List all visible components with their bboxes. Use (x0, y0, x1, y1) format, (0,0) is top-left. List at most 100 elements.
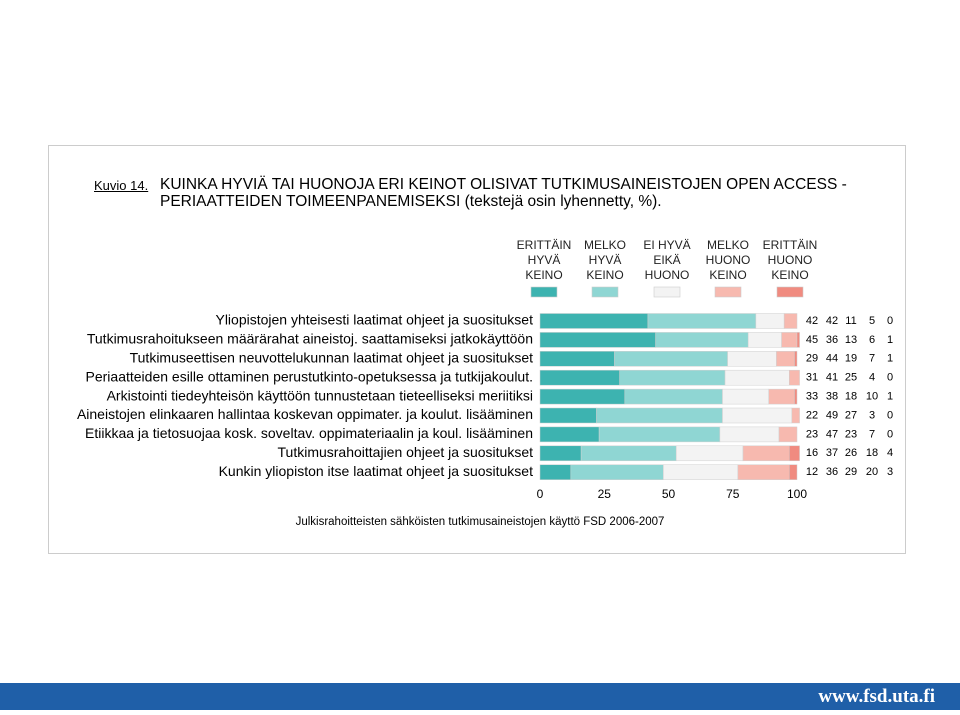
bar-segment (598, 426, 721, 443)
bar-segment (722, 388, 769, 405)
bar-segment (755, 313, 785, 329)
value-label: 1 (887, 391, 893, 403)
value-label: 44 (826, 353, 838, 365)
bar-segment (655, 332, 749, 348)
value-label: 25 (845, 372, 857, 384)
value-label: 22 (806, 409, 818, 421)
category-label: Kunkin yliopiston itse laatimat ohjeet j… (219, 463, 534, 479)
legend-swatch (591, 286, 619, 298)
bar-segment (789, 464, 798, 480)
bar-segment (539, 426, 600, 443)
bar-segment (624, 388, 723, 405)
value-label: 18 (845, 391, 857, 403)
bar-segment (768, 388, 795, 405)
legend-swatch (530, 286, 558, 298)
value-label: 38 (826, 391, 838, 403)
value-label: 0 (887, 428, 893, 440)
bar-segment (539, 313, 649, 329)
x-tick-label: 25 (598, 487, 612, 501)
site-url: www.fsd.uta.fi (818, 686, 935, 707)
bar-segment (539, 351, 615, 367)
value-label: 3 (869, 409, 875, 421)
value-label: 18 (866, 447, 878, 459)
value-label: 12 (806, 466, 818, 478)
figure-label: Kuvio 14. (94, 178, 149, 193)
bar-segment (783, 313, 798, 329)
bar-segment (791, 407, 800, 424)
bar-segment (742, 445, 790, 462)
bar-segment (614, 351, 728, 367)
value-label: 0 (887, 409, 893, 421)
bar-segment (539, 332, 656, 348)
bar-segment (794, 351, 798, 367)
bar-segment (789, 369, 800, 386)
value-label: 37 (826, 447, 838, 459)
category-label: Tutkimusrahoittajien ohjeet ja suosituks… (278, 444, 534, 460)
value-label: 7 (869, 428, 875, 440)
legend-label: MELKO HUONO KEINO (705, 238, 751, 282)
bar-segment (539, 445, 582, 462)
value-label: 4 (887, 447, 893, 459)
x-tick-label: 0 (537, 487, 544, 501)
bar-segment (580, 445, 677, 462)
value-label: 23 (806, 428, 818, 440)
bar-segment (727, 351, 777, 367)
category-label: Tutkimuseettisen neuvottelukunnan laatim… (130, 350, 533, 366)
chart-title: KUINKA HYVIÄ TAI HUONOJA ERI KEINOT OLIS… (160, 176, 847, 210)
value-label: 11 (845, 315, 856, 327)
figure-frame (48, 145, 906, 554)
value-label: 29 (806, 353, 818, 365)
bar-segment (796, 332, 800, 348)
bar-segment (722, 407, 793, 424)
value-label: 42 (826, 315, 838, 327)
value-label: 26 (845, 447, 857, 459)
bar-segment (539, 369, 620, 386)
bar-segment (539, 388, 626, 405)
value-label: 10 (866, 391, 878, 403)
value-label: 1 (887, 353, 893, 365)
value-label: 23 (845, 428, 857, 440)
legend-label: ERITTÄIN HYVÄ KEINO (516, 238, 572, 282)
legend-swatch (776, 286, 804, 298)
value-label: 16 (806, 447, 818, 459)
bar-segment (675, 445, 744, 462)
value-label: 49 (826, 409, 838, 421)
bar-segment (596, 407, 723, 424)
x-tick-label: 75 (726, 487, 740, 501)
bar-segment (781, 332, 798, 348)
bar-segment (747, 332, 782, 348)
legend-label: MELKO HYVÄ KEINO (583, 238, 626, 282)
bar-segment (570, 464, 664, 480)
bar-segment (663, 464, 739, 480)
value-label: 42 (806, 315, 818, 327)
legend-label: EI HYVÄ EIKÄ HUONO (643, 238, 691, 282)
bar-segment (737, 464, 790, 480)
value-label: 0 (887, 315, 893, 327)
value-label: 36 (826, 466, 838, 478)
value-label: 47 (826, 428, 838, 440)
category-label: Aineistojen elinkaaren hallintaa koskeva… (77, 406, 533, 422)
value-label: 45 (806, 334, 818, 346)
bar-segment (794, 388, 798, 405)
value-label: 27 (845, 409, 857, 421)
bar-segment (778, 426, 798, 443)
value-label: 3 (887, 466, 893, 478)
value-label: 5 (869, 315, 875, 327)
value-label: 4 (869, 372, 875, 384)
footnote: Julkisrahoitteisten sähköisten tutkimusa… (295, 516, 665, 528)
value-label: 36 (826, 334, 838, 346)
category-label: Yliopistojen yhteisesti laatimat ohjeet … (215, 312, 533, 328)
category-label: Arkistointi tiedeyhteisön käyttöön tunnu… (107, 387, 533, 403)
bar-segment (724, 369, 790, 386)
x-tick-label: 100 (787, 487, 807, 501)
category-label: Periaatteiden esille ottaminen perustutk… (86, 368, 533, 384)
legend-label: ERITTÄIN HUONO KEINO (762, 238, 818, 282)
bar-segment (647, 313, 757, 329)
value-label: 6 (869, 334, 875, 346)
category-label: Tutkimusrahoitukseen määrärahat aineisto… (87, 331, 533, 347)
x-tick-label: 50 (662, 487, 676, 501)
value-label: 29 (845, 466, 857, 478)
value-label: 7 (869, 353, 875, 365)
